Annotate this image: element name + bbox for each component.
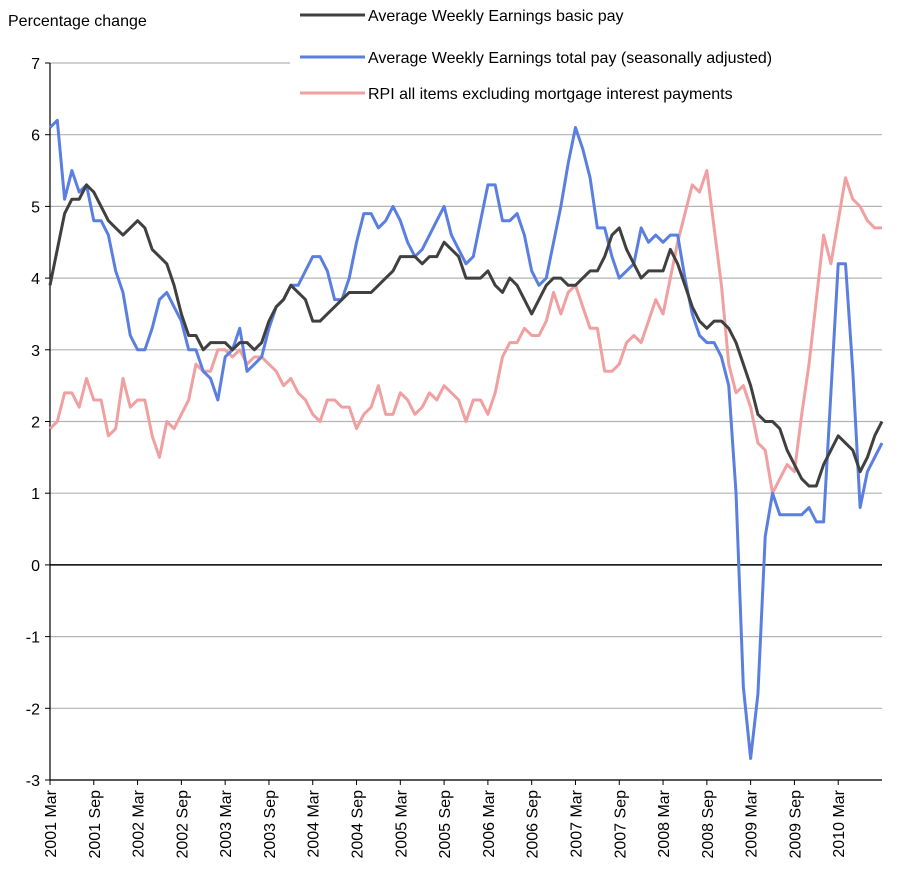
x-tick-label: 2001 Mar	[43, 789, 60, 857]
x-tick-label: 2005 Sep	[437, 790, 454, 859]
y-tick-label: 2	[31, 415, 40, 432]
y-tick-label: 6	[31, 128, 40, 145]
legend-label: Average Weekly Earnings basic pay	[368, 8, 624, 25]
x-tick-label: 2010 Mar	[831, 789, 848, 857]
x-tick-label: 2007 Sep	[612, 790, 629, 859]
y-tick-label: -3	[26, 773, 40, 790]
x-tick-label: 2005 Mar	[393, 789, 410, 857]
series-line	[48, 183, 884, 488]
x-tick-label: 2004 Sep	[350, 790, 367, 859]
x-tick-label: 2009 Sep	[787, 790, 804, 859]
x-tick-label: 2003 Sep	[262, 790, 279, 859]
y-tick-label: -1	[26, 630, 40, 647]
x-tick-label: 2002 Mar	[131, 789, 148, 857]
x-tick-label: 2008 Sep	[700, 790, 717, 859]
legend-label: RPI all items excluding mortgage interes…	[368, 86, 733, 103]
y-tick-label: 1	[31, 486, 40, 503]
series-line	[48, 118, 884, 760]
y-axis-title: Percentage change	[8, 13, 147, 30]
x-tick-label: 2007 Mar	[568, 789, 585, 857]
x-tick-label: 2008 Mar	[656, 789, 673, 857]
x-tick-label: 2009 Mar	[744, 789, 761, 857]
y-tick-label: 0	[31, 558, 40, 575]
legend-background	[290, 0, 907, 112]
x-tick-label: 2006 Mar	[481, 789, 498, 857]
x-tick-label: 2002 Sep	[174, 790, 191, 859]
y-tick-label: 4	[31, 271, 40, 288]
legend-label: Average Weekly Earnings total pay (seaso…	[368, 50, 772, 67]
y-tick-label: 5	[31, 199, 40, 216]
y-tick-label: -2	[26, 701, 40, 718]
x-tick-label: 2001 Sep	[87, 790, 104, 859]
series-line	[48, 169, 882, 495]
x-tick-label: 2006 Sep	[525, 790, 542, 859]
y-tick-label: 7	[31, 56, 40, 73]
y-tick-label: 3	[31, 343, 40, 360]
x-tick-label: 2004 Mar	[306, 789, 323, 857]
x-tick-label: 2003 Mar	[218, 789, 235, 857]
